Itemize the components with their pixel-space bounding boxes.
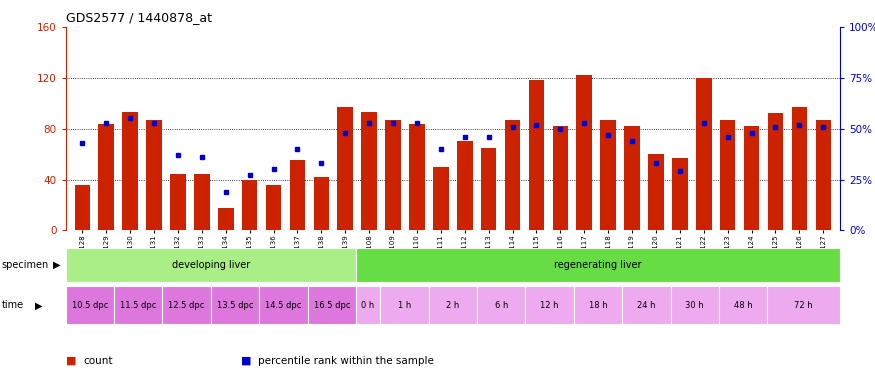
Text: 14.5 dpc: 14.5 dpc xyxy=(265,301,302,310)
Bar xyxy=(720,120,735,230)
Bar xyxy=(719,286,767,324)
Bar xyxy=(670,286,719,324)
Text: 18 h: 18 h xyxy=(589,301,607,310)
Text: ■: ■ xyxy=(66,356,76,366)
Text: 24 h: 24 h xyxy=(637,301,655,310)
Bar xyxy=(744,126,760,230)
Text: ▶: ▶ xyxy=(35,300,43,310)
Text: 30 h: 30 h xyxy=(685,301,704,310)
Text: 16.5 dpc: 16.5 dpc xyxy=(313,301,350,310)
Text: 10.5 dpc: 10.5 dpc xyxy=(72,301,108,310)
Text: 6 h: 6 h xyxy=(494,301,507,310)
Text: ▶: ▶ xyxy=(52,260,60,270)
Text: 12 h: 12 h xyxy=(541,301,559,310)
Bar xyxy=(211,286,259,324)
Bar xyxy=(361,112,377,230)
Bar xyxy=(410,124,424,230)
Bar xyxy=(672,158,688,230)
Bar xyxy=(381,286,429,324)
Bar xyxy=(477,286,525,324)
Text: developing liver: developing liver xyxy=(172,260,250,270)
Text: 72 h: 72 h xyxy=(794,301,813,310)
Bar xyxy=(163,286,211,324)
Bar xyxy=(767,286,840,324)
Bar xyxy=(356,248,840,282)
Bar xyxy=(433,167,449,230)
Text: 2 h: 2 h xyxy=(446,301,459,310)
Bar xyxy=(338,107,353,230)
Bar xyxy=(767,113,783,230)
Bar xyxy=(624,126,640,230)
Bar xyxy=(290,161,305,230)
Text: time: time xyxy=(2,300,24,310)
Bar xyxy=(356,286,381,324)
Text: 12.5 dpc: 12.5 dpc xyxy=(168,301,205,310)
Bar xyxy=(553,126,568,230)
Bar xyxy=(114,286,163,324)
Bar xyxy=(505,120,521,230)
Bar xyxy=(574,286,622,324)
Bar xyxy=(525,286,574,324)
Bar xyxy=(66,286,114,324)
Bar xyxy=(816,120,831,230)
Bar xyxy=(266,185,282,230)
Bar xyxy=(457,141,472,230)
Bar xyxy=(481,148,496,230)
Text: ■: ■ xyxy=(241,356,251,366)
Text: GDS2577 / 1440878_at: GDS2577 / 1440878_at xyxy=(66,12,212,25)
Bar xyxy=(123,112,138,230)
Bar xyxy=(429,286,477,324)
Text: 0 h: 0 h xyxy=(361,301,374,310)
Bar xyxy=(622,286,670,324)
Text: specimen: specimen xyxy=(2,260,49,270)
Bar xyxy=(385,120,401,230)
Bar xyxy=(577,75,592,230)
Bar xyxy=(242,180,257,230)
Text: percentile rank within the sample: percentile rank within the sample xyxy=(258,356,434,366)
Bar xyxy=(648,154,664,230)
Bar xyxy=(259,286,308,324)
Bar xyxy=(792,107,807,230)
Bar xyxy=(146,120,162,230)
Text: 1 h: 1 h xyxy=(398,301,411,310)
Text: 48 h: 48 h xyxy=(734,301,752,310)
Text: 11.5 dpc: 11.5 dpc xyxy=(120,301,157,310)
Bar xyxy=(66,248,356,282)
Text: regenerating liver: regenerating liver xyxy=(554,260,641,270)
Bar xyxy=(308,286,356,324)
Bar xyxy=(600,120,616,230)
Text: count: count xyxy=(83,356,113,366)
Bar xyxy=(528,80,544,230)
Bar xyxy=(696,78,711,230)
Bar xyxy=(171,174,186,230)
Bar xyxy=(74,185,90,230)
Bar xyxy=(218,207,234,230)
Bar xyxy=(99,124,114,230)
Text: 13.5 dpc: 13.5 dpc xyxy=(217,301,253,310)
Bar xyxy=(313,177,329,230)
Bar xyxy=(194,174,210,230)
